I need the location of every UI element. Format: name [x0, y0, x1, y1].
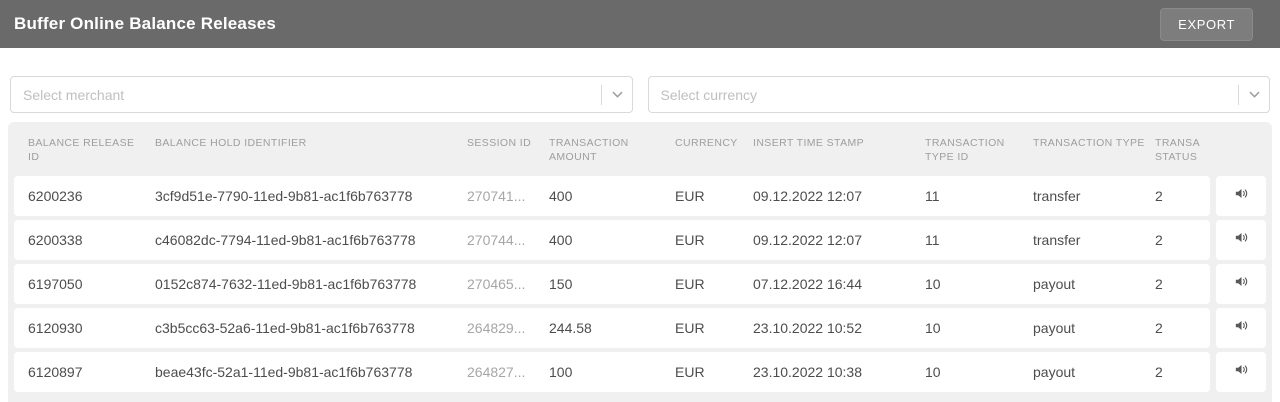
cell-balance-release-id: 6120930	[28, 320, 83, 337]
cell-currency: EUR	[675, 188, 705, 205]
cell-insert-time-stamp: 07.12.2022 16:44	[753, 276, 862, 293]
speaker-icon	[1233, 229, 1250, 251]
cell-transaction-type: payout	[1033, 320, 1076, 337]
speaker-icon	[1233, 185, 1250, 207]
cell-transaction-type-id: 11	[925, 232, 940, 249]
table-row: 6200236 3cf9d51e-7790-11ed-9b81-ac1f6b76…	[14, 176, 1266, 217]
cell-transaction-type-id: 10	[925, 276, 941, 293]
column-header: Insert time stamp	[753, 137, 865, 149]
cell-balance-release-id: 6197050	[28, 276, 83, 293]
cell-transaction-amount: 100	[549, 364, 573, 381]
table-row: 6120897 beae43fc-52a1-11ed-9b81-ac1f6b76…	[14, 352, 1266, 393]
page-title: Buffer Online Balance Releases	[14, 14, 277, 33]
balance-releases-table: Balance release id Balance hold identifi…	[8, 122, 1272, 402]
cell-balance-hold-identifier: 0152c874-7632-11ed-9b81-ac1f6b763778	[155, 276, 417, 293]
speaker-icon	[1233, 273, 1250, 295]
cell-balance-hold-identifier: 3cf9d51e-7790-11ed-9b81-ac1f6b763778	[155, 188, 413, 205]
table-row-main[interactable]: 6120897 beae43fc-52a1-11ed-9b81-ac1f6b76…	[14, 352, 1210, 393]
cell-balance-hold-identifier: c46082dc-7794-11ed-9b81-ac1f6b763778	[155, 232, 416, 249]
row-action-button[interactable]	[1216, 220, 1266, 261]
cell-insert-time-stamp: 09.12.2022 12:07	[753, 232, 862, 249]
cell-transaction-amount: 244.58	[549, 320, 592, 337]
cell-transaction-type: payout	[1033, 276, 1076, 293]
topbar: Buffer Online Balance Releases EXPORT	[0, 0, 1280, 48]
column-header: Transa status	[1155, 137, 1200, 164]
currency-select-placeholder: Select currency	[660, 86, 757, 103]
chevron-down-icon	[1248, 88, 1261, 101]
column-header: Transaction amount	[549, 137, 629, 164]
cell-transaction-status: 2	[1155, 364, 1163, 381]
cell-insert-time-stamp: 23.10.2022 10:52	[753, 320, 862, 337]
cell-transaction-status: 2	[1155, 232, 1163, 249]
row-action-button[interactable]	[1216, 308, 1266, 349]
table-body: 6200236 3cf9d51e-7790-11ed-9b81-ac1f6b76…	[14, 176, 1266, 393]
cell-balance-hold-identifier: beae43fc-52a1-11ed-9b81-ac1f6b763778	[155, 364, 413, 381]
speaker-icon	[1233, 317, 1250, 339]
cell-currency: EUR	[675, 320, 705, 337]
cell-session-id: 270465...	[467, 276, 526, 293]
column-header: Session id	[467, 137, 532, 149]
speaker-icon	[1233, 361, 1250, 383]
cell-transaction-type-id: 11	[925, 188, 940, 205]
table-header-row: Balance release id Balance hold identifi…	[14, 134, 1266, 176]
column-header: Balance hold identifier	[155, 137, 307, 149]
cell-insert-time-stamp: 09.12.2022 12:07	[753, 188, 862, 205]
cell-transaction-status: 2	[1155, 188, 1163, 205]
row-action-button[interactable]	[1216, 264, 1266, 305]
table-row-main[interactable]: 6120930 c3b5cc63-52a6-11ed-9b81-ac1f6b76…	[14, 308, 1210, 349]
cell-session-id: 264829...	[467, 320, 526, 337]
cell-session-id: 270741...	[467, 188, 526, 205]
cell-transaction-status: 2	[1155, 320, 1163, 337]
cell-balance-release-id: 6120897	[28, 364, 83, 381]
cell-transaction-amount: 400	[549, 188, 573, 205]
cell-transaction-type: transfer	[1033, 188, 1081, 205]
cell-currency: EUR	[675, 276, 705, 293]
cell-transaction-status: 2	[1155, 276, 1163, 293]
cell-insert-time-stamp: 23.10.2022 10:38	[753, 364, 862, 381]
table-row-main[interactable]: 6200236 3cf9d51e-7790-11ed-9b81-ac1f6b76…	[14, 176, 1210, 217]
cell-balance-hold-identifier: c3b5cc63-52a6-11ed-9b81-ac1f6b763778	[155, 320, 415, 337]
row-action-button[interactable]	[1216, 352, 1266, 393]
row-action-button[interactable]	[1216, 176, 1266, 217]
cell-transaction-type: transfer	[1033, 232, 1081, 249]
cell-transaction-type-id: 10	[925, 364, 941, 381]
select-divider	[1238, 84, 1239, 105]
currency-select[interactable]: Select currency	[647, 76, 1270, 113]
cell-currency: EUR	[675, 232, 705, 249]
cell-transaction-amount: 400	[549, 232, 573, 249]
table-row-main[interactable]: 6197050 0152c874-7632-11ed-9b81-ac1f6b76…	[14, 264, 1210, 305]
table-row: 6200338 c46082dc-7794-11ed-9b81-ac1f6b76…	[14, 220, 1266, 261]
cell-session-id: 270744...	[467, 232, 526, 249]
table-row-main[interactable]: 6200338 c46082dc-7794-11ed-9b81-ac1f6b76…	[14, 220, 1210, 261]
select-divider	[600, 84, 602, 105]
cell-transaction-type-id: 10	[925, 320, 941, 337]
column-header: Balance release id	[28, 137, 135, 164]
filter-row: Select merchant Select currency	[0, 48, 1280, 113]
merchant-select[interactable]: Select merchant	[10, 76, 633, 113]
table-row: 6120930 c3b5cc63-52a6-11ed-9b81-ac1f6b76…	[14, 308, 1266, 349]
merchant-select-placeholder: Select merchant	[23, 86, 125, 103]
column-header: Currency	[675, 137, 738, 149]
cell-session-id: 264827...	[467, 364, 526, 381]
chevron-down-icon	[611, 88, 624, 101]
cell-transaction-amount: 150	[549, 276, 573, 293]
cell-balance-release-id: 6200236	[28, 188, 83, 205]
cell-currency: EUR	[675, 364, 705, 381]
table-row: 6197050 0152c874-7632-11ed-9b81-ac1f6b76…	[14, 264, 1266, 305]
cell-balance-release-id: 6200338	[28, 232, 83, 249]
column-header: Transaction type	[1033, 137, 1145, 149]
export-button[interactable]: EXPORT	[1160, 7, 1253, 41]
column-header: Transaction type id	[925, 137, 1005, 164]
cell-transaction-type: payout	[1033, 364, 1076, 381]
